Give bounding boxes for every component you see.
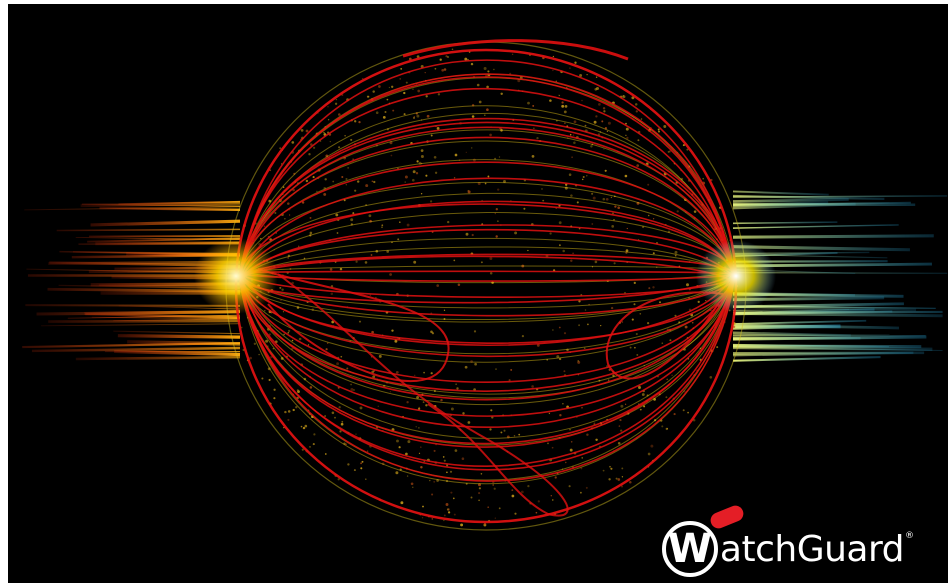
- registered-mark: ®: [905, 531, 914, 541]
- sphere-red-loops: [257, 39, 724, 517]
- logo-mark-circle: W: [661, 503, 746, 577]
- logo-letter: W: [667, 526, 712, 572]
- watchguard-logo: W atchGuard ®: [661, 503, 914, 577]
- sphere-yellow-field-lines: [239, 73, 735, 485]
- energy-sphere-illustration: [22, 39, 948, 531]
- right-pole-glow: [696, 240, 776, 312]
- logo-wordmark: atchGuard: [719, 528, 905, 570]
- left-pole-glow: [194, 238, 278, 314]
- image-frame: W atchGuard ®: [8, 4, 948, 583]
